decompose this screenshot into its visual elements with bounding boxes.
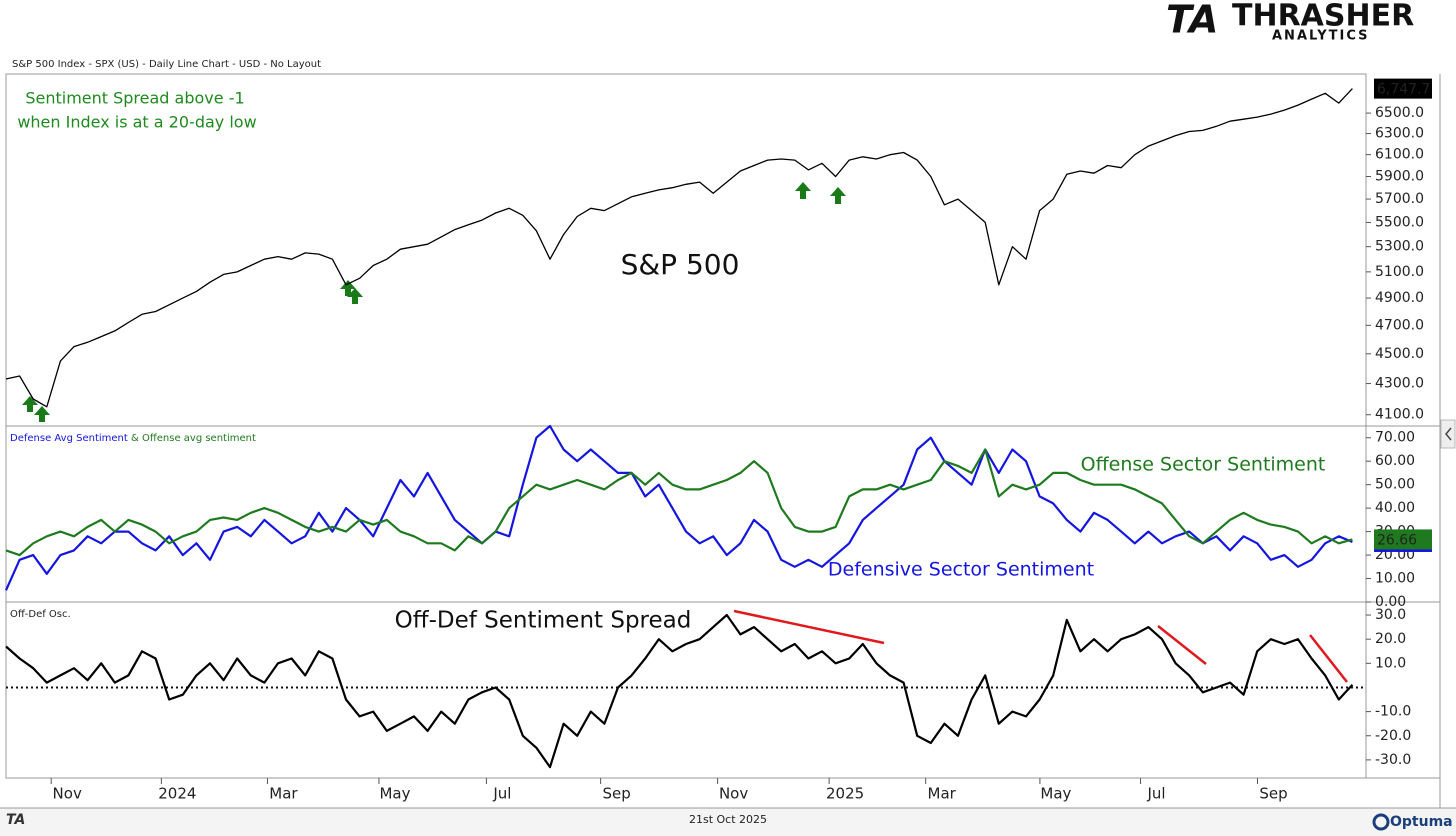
panel-title: Off-Def Osc. <box>10 609 71 620</box>
logo-mark: TA <box>1166 0 1218 42</box>
y-tick-label: 70.00 <box>1375 430 1415 446</box>
y-tick-label: 6300.0 <box>1375 126 1424 142</box>
y-tick-label: 30.0 <box>1375 607 1406 623</box>
logo-tagline: ANALYTICS <box>1272 29 1370 44</box>
annotation: Defensive Sector Sentiment <box>828 559 1094 581</box>
arrow <box>340 280 356 296</box>
last-value-label: 26.66 <box>1377 532 1417 548</box>
y-tick-label: 6100.0 <box>1375 147 1424 163</box>
footer-mark: TA <box>6 812 25 828</box>
y-tick-label: 5300.0 <box>1375 239 1424 255</box>
arrow <box>22 396 38 412</box>
signal-arrows <box>22 182 846 422</box>
chart-subtitle: S&P 500 Index - SPX (US) - Daily Line Ch… <box>12 59 321 70</box>
x-tick-label: Jul <box>1147 785 1166 803</box>
y-tick-label: 4700.0 <box>1375 317 1424 333</box>
y-tick-label: 4500.0 <box>1375 346 1424 362</box>
y-tick-label: 5100.0 <box>1375 264 1424 280</box>
y-tick-label: 4100.0 <box>1375 407 1424 423</box>
last-value-box <box>1374 529 1432 550</box>
x-tick-label: Jul <box>492 785 511 803</box>
y-tick-label: 4300.0 <box>1375 376 1424 392</box>
x-tick-label: May <box>1040 785 1071 803</box>
annotation: S&P 500 <box>621 248 740 281</box>
trend-line <box>1309 634 1348 683</box>
y-tick-label: -20.0 <box>1375 728 1411 744</box>
legend: Defense Avg Sentiment & Offense avg sent… <box>10 433 256 444</box>
y-tick-label: 60.00 <box>1375 453 1415 469</box>
x-tick-label: 2024 <box>158 785 196 803</box>
collapse-icon <box>1445 427 1452 441</box>
y-tick-label: 50.00 <box>1375 477 1415 493</box>
x-tick-label: Sep <box>1259 785 1287 803</box>
footer-date: 21st Oct 2025 <box>689 813 767 826</box>
last-value-box <box>1374 78 1432 99</box>
y-tick-label: 4900.0 <box>1375 290 1424 306</box>
y-tick-label: 5700.0 <box>1375 191 1424 207</box>
y-tick-label: 40.00 <box>1375 500 1415 516</box>
y-tick-label: -30.0 <box>1375 752 1411 768</box>
trend-line <box>1157 625 1207 665</box>
arrow <box>34 406 50 422</box>
arrow <box>795 182 811 199</box>
y-tick-label: 5900.0 <box>1375 168 1424 184</box>
x-tick-label: Nov <box>53 785 82 803</box>
annotation: Sentiment Spread above -1 <box>25 89 244 108</box>
y-tick-label: 10.00 <box>1375 571 1415 587</box>
x-tick-label: May <box>379 785 410 803</box>
series-line <box>5 448 1353 557</box>
legend-joiner: & <box>131 433 139 444</box>
trend-line <box>733 609 885 645</box>
collapse-button[interactable] <box>1440 419 1456 449</box>
series-line <box>4 424 1353 591</box>
y-tick-label: -10.0 <box>1375 704 1411 720</box>
brand-icon <box>1372 813 1390 831</box>
annotation: Offense Sector Sentiment <box>1081 454 1326 476</box>
y-tick-label: 0.00 <box>1375 594 1406 610</box>
x-tick-label: Nov <box>719 785 748 803</box>
x-tick-label: Mar <box>928 785 957 803</box>
footer-bar <box>0 808 1456 836</box>
y-tick-label: 10.0 <box>1375 655 1406 671</box>
x-tick-label: 2025 <box>826 785 864 803</box>
last-value-label: 6,747.7 <box>1377 82 1430 98</box>
series-line <box>5 613 1354 769</box>
legend-entry: Offense avg sentiment <box>142 433 256 444</box>
x-tick-label: Sep <box>602 785 630 803</box>
series-line <box>5 88 1353 408</box>
arrow <box>347 288 363 304</box>
x-tick-label: Mar <box>269 785 298 803</box>
footer-brand: Optuma <box>1390 814 1453 830</box>
arrow <box>830 187 846 204</box>
y-tick-label: 5500.0 <box>1375 214 1424 230</box>
logo-name: THRASHER <box>1232 0 1414 34</box>
annotation: Off-Def Sentiment Spread <box>395 608 692 634</box>
legend-entry: Defense Avg Sentiment <box>10 433 128 444</box>
y-tick-label: 6500.0 <box>1375 105 1424 121</box>
annotation: when Index is at a 20-day low <box>17 113 256 132</box>
y-tick-label: 20.0 <box>1375 631 1406 647</box>
